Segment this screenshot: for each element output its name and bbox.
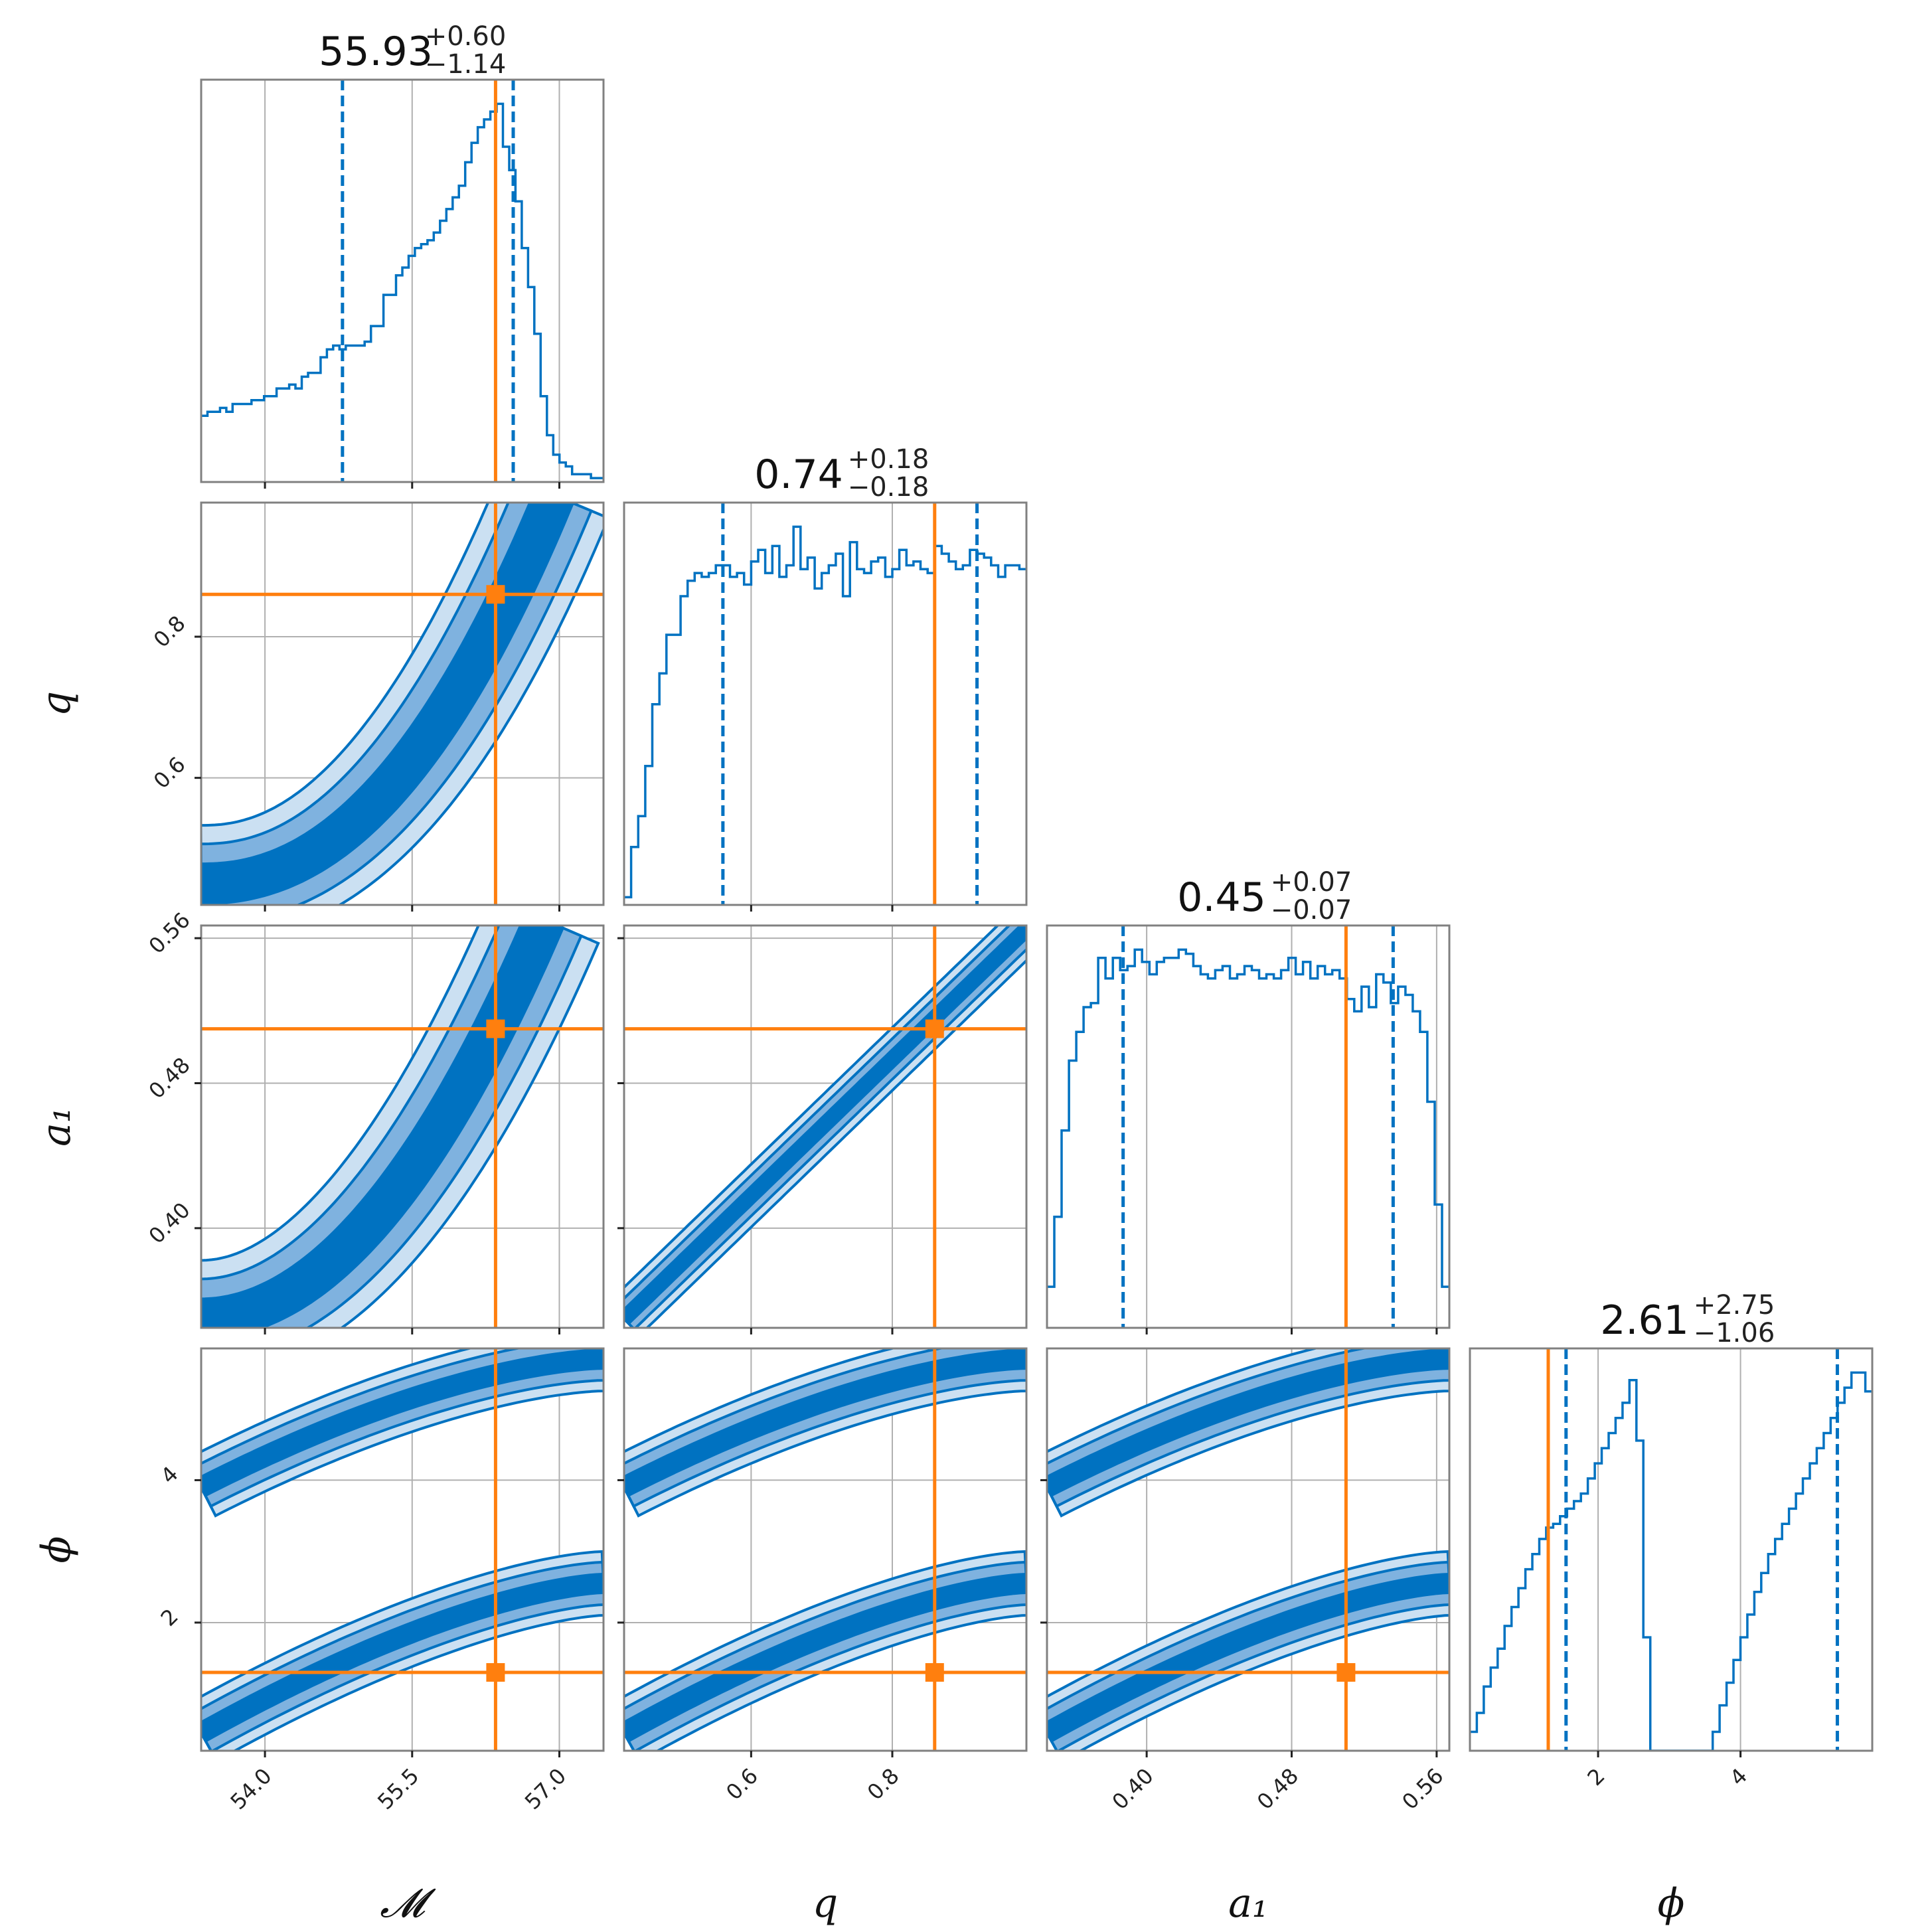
x-axis-label-chirp_mass: 𝓜 <box>380 1880 436 1927</box>
panel-a1-phi <box>1040 1347 1451 1757</box>
summary-title-q: 0.74 <box>754 451 843 498</box>
x-tick-label-chirp_mass: 55.5 <box>372 1763 424 1814</box>
x-tick-label-chirp_mass: 57.0 <box>520 1763 571 1814</box>
histogram-chirp_mass <box>201 102 604 479</box>
y-tick-label-a1: 0.40 <box>144 1197 195 1248</box>
panel-frame <box>1469 1347 1874 1752</box>
x-tick-label-a1: 0.40 <box>1107 1763 1159 1814</box>
x-tick-label-phi: 4 <box>1725 1763 1752 1791</box>
histogram-a1 <box>1047 948 1449 1288</box>
summary-title-phi: 2.61 <box>1600 1297 1689 1344</box>
panel-frame <box>623 501 1028 906</box>
summary-plus-q: +0.18 <box>848 444 929 475</box>
phi-band-1-level-2 <box>201 1348 604 1508</box>
panel-q-phi <box>617 1347 1028 1757</box>
panel-frame <box>623 924 1028 1329</box>
summary-plus-chirp_mass: +0.60 <box>425 21 507 52</box>
x-axis-label-phi: ϕ <box>1658 1880 1685 1927</box>
histogram-phi <box>1470 1371 1872 1751</box>
panel-chirp_mass-phi <box>195 1347 605 1757</box>
y-tick-label-q: 0.8 <box>149 611 191 653</box>
summary-plus-a1: +0.07 <box>1271 867 1352 898</box>
injection-marker <box>486 1019 505 1038</box>
y-tick-label-a1: 0.56 <box>144 908 195 959</box>
summary-minus-chirp_mass: −1.14 <box>425 49 507 80</box>
x-tick-label-q: 0.8 <box>862 1763 904 1805</box>
y-axis-label-phi: ϕ <box>33 1536 80 1564</box>
x-axis-label-q: q <box>813 1880 838 1927</box>
injection-marker <box>486 585 505 604</box>
panel-frame <box>200 924 605 1329</box>
x-axis-label-a1: a₁ <box>1228 1880 1268 1927</box>
panel-frame <box>1046 1347 1451 1752</box>
x-tick-label-chirp_mass: 54.0 <box>225 1763 276 1814</box>
x-tick-label-a1: 0.48 <box>1252 1763 1303 1814</box>
y-axis-label-q: q <box>33 691 80 716</box>
phi-band-1-level-2 <box>624 1348 1026 1508</box>
contour-level-3 <box>201 926 565 1328</box>
contour-level-3 <box>201 503 575 905</box>
panel-frame <box>200 1347 605 1752</box>
x-tick-label-a1: 0.56 <box>1397 1763 1448 1814</box>
summary-title-chirp_mass: 55.93 <box>319 29 433 75</box>
panel-frame <box>623 1347 1028 1752</box>
y-tick-label-q: 0.6 <box>149 752 191 793</box>
summary-minus-phi: −1.06 <box>1694 1318 1775 1348</box>
x-tick-label-phi: 2 <box>1582 1763 1609 1791</box>
histogram-q <box>624 525 1026 899</box>
panel-q-q <box>623 501 1028 912</box>
panel-chirp_mass-q <box>195 501 605 912</box>
summary-minus-a1: −0.07 <box>1271 895 1352 926</box>
panel-chirp_mass-a1 <box>195 924 605 1334</box>
panel-frame <box>200 78 605 483</box>
injection-marker <box>1336 1663 1356 1682</box>
injection-marker <box>486 1663 505 1682</box>
phi-band-1-level-2 <box>1047 1348 1449 1508</box>
panel-a1-a1 <box>1046 924 1451 1334</box>
y-tick-label-phi: 2 <box>156 1604 183 1631</box>
x-tick-label-q: 0.6 <box>721 1763 763 1805</box>
summary-title-a1: 0.45 <box>1177 874 1266 921</box>
y-axis-label-a1: a₁ <box>33 1107 80 1147</box>
y-tick-label-phi: 4 <box>156 1461 183 1489</box>
summary-minus-q: −0.18 <box>848 472 929 503</box>
panel-phi-phi <box>1469 1347 1874 1757</box>
contour-level-3 <box>624 926 1026 1326</box>
y-tick-label-a1: 0.48 <box>144 1052 195 1103</box>
panel-chirp_mass-chirp_mass <box>200 78 605 489</box>
panel-frame <box>1046 924 1451 1329</box>
panel-q-a1 <box>617 924 1028 1334</box>
injection-marker <box>925 1019 944 1038</box>
panel-frame <box>200 501 605 906</box>
summary-plus-phi: +2.75 <box>1694 1290 1775 1321</box>
injection-marker <box>925 1663 944 1682</box>
